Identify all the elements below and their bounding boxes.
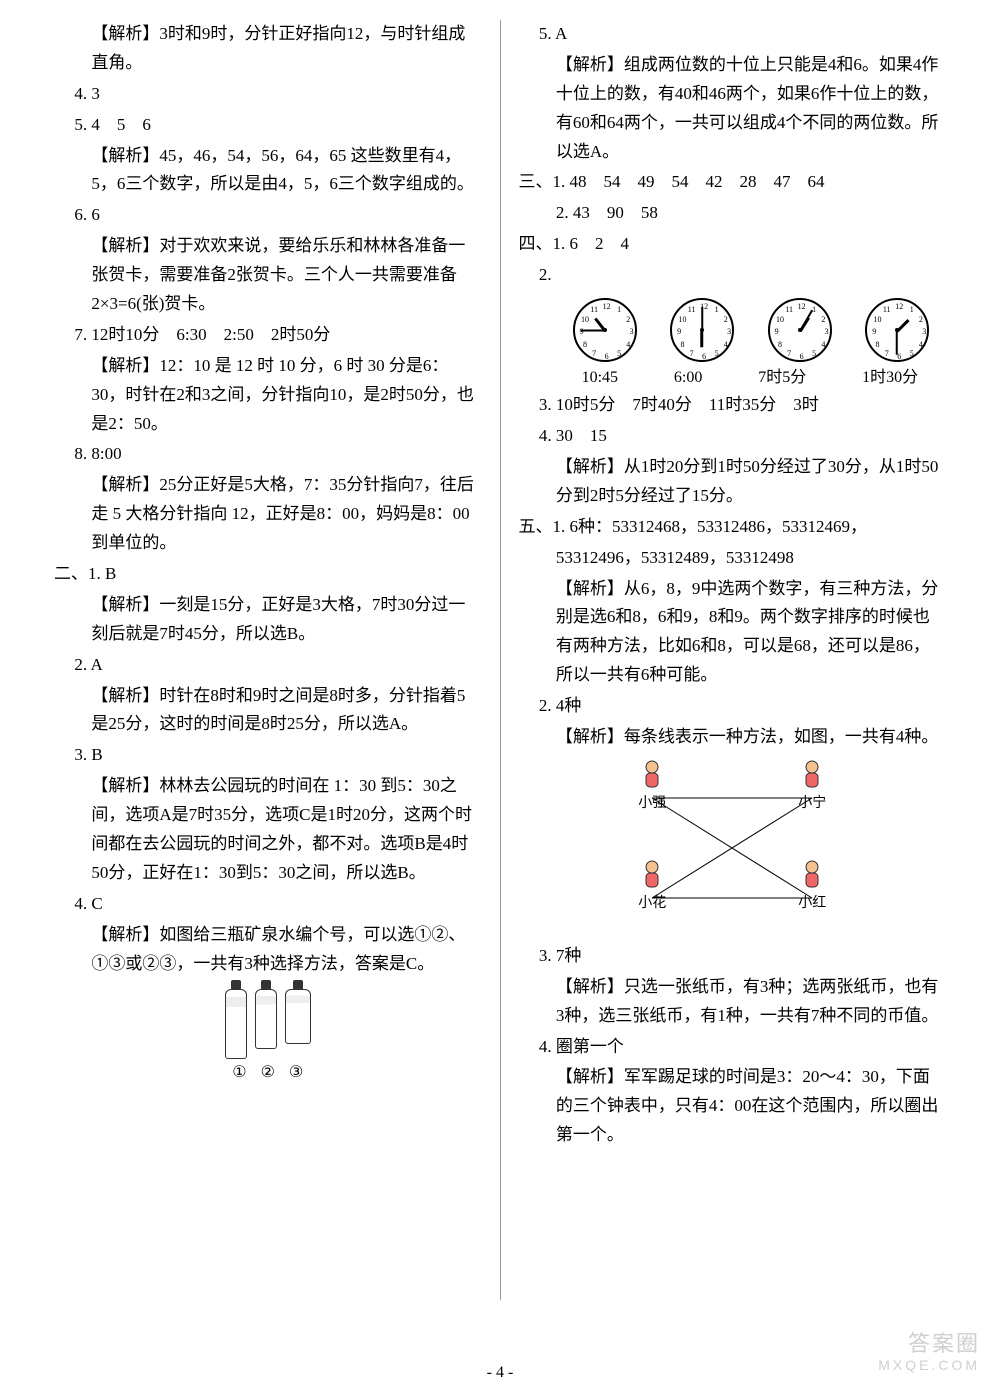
clock-icon: 123456789101112 <box>865 298 929 362</box>
analysis-text: 【解析】军军踢足球的时间是3：20～4：30，下面的三个钟表中，只有4：00在这… <box>519 1063 947 1150</box>
clock-icon: 123456789101112 <box>573 298 637 362</box>
kids-diagram: 小强 小宁小花 小红 <box>602 758 862 938</box>
analysis-text: 【解析】45，46，54，56，64，65 这些数里有4，5，6三个数字，所以是… <box>54 142 482 200</box>
kid-label: 小红 <box>792 892 832 916</box>
kid-figure: 小宁 <box>792 758 832 816</box>
bottle-label: ③ <box>289 1059 303 1086</box>
watermark: 答案圈 MXQE.COM <box>878 1331 980 1374</box>
analysis-text: 【解析】如图给三瓶矿泉水编个号，可以选①②、①③或②③，一共有3种选择方法，答案… <box>54 921 482 979</box>
answer-line: 5. 4 5 6 <box>54 111 482 140</box>
analysis-text: 【解析】每条线表示一种方法，如图，一共有4种。 <box>519 723 947 752</box>
answer-line: 5. A <box>519 20 947 49</box>
analysis-text: 【解析】组成两位数的十位上只能是4和6。如果4作十位上的数，有40和46两个，如… <box>519 51 947 167</box>
bottle-icon <box>225 989 247 1059</box>
watermark-line2: MXQE.COM <box>878 1357 980 1374</box>
analysis-text: 【解析】一刻是15分，正好是3大格，7时30分过一刻后就是7时45分，所以选B。 <box>54 591 482 649</box>
bottle-label: ① <box>232 1059 246 1086</box>
continuation-text: 53312496，53312489，53312498 <box>519 544 947 573</box>
continuation-text: 2. 43 90 58 <box>519 199 947 228</box>
analysis-text: 【解析】从1时20分到1时50分经过了30分，从1时50分到2时5分经过了15分… <box>519 453 947 511</box>
answer-line: 7. 12时10分 6:30 2:50 2时50分 <box>54 321 482 350</box>
answer-line: 4. 圈第一个 <box>519 1033 947 1062</box>
bottles-figure <box>54 981 482 1059</box>
kid-label: 小花 <box>632 892 672 916</box>
clock-labels: 10:45 6:00 7时5分 1时30分 <box>519 364 947 391</box>
clock-label: 7时5分 <box>758 364 806 391</box>
analysis-text: 【解析】25分正好是5大格，7：35分针指向7，往后走 5 大格分针指向 12，… <box>54 471 482 558</box>
answer-line: 3. 7种 <box>519 942 947 971</box>
clock-icon: 123456789101112 <box>768 298 832 362</box>
kid-figure: 小红 <box>792 858 832 916</box>
bottle-icon <box>285 989 311 1044</box>
answer-line: 3. 10时5分 7时40分 11时35分 3时 <box>519 391 947 420</box>
analysis-text: 【解析】12：10 是 12 时 10 分，6 时 30 分是6：30，时针在2… <box>54 352 482 439</box>
analysis-text: 【解析】3时和9时，分针正好指向12，与时针组成直角。 <box>54 20 482 78</box>
clock-label: 6:00 <box>674 364 702 391</box>
answer-line: 4. 30 15 <box>519 422 947 451</box>
left-column: 【解析】3时和9时，分针正好指向12，与时针组成直角。4. 35. 4 5 6【… <box>40 20 496 1300</box>
answer-line: 二、1. B <box>54 560 482 589</box>
bottle-label: ② <box>261 1059 275 1086</box>
answer-line: 五、1. 6种：53312468，53312486，53312469， <box>519 513 947 542</box>
column-divider <box>500 20 501 1300</box>
answer-line: 4. 3 <box>54 80 482 109</box>
analysis-text: 【解析】时针在8时和9时之间是8时多，分针指着5是25分，这时的时间是8时25分… <box>54 682 482 740</box>
watermark-line1: 答案圈 <box>878 1331 980 1357</box>
answer-line: 2. 4种 <box>519 692 947 721</box>
answer-line: 4. C <box>54 890 482 919</box>
answer-line: 2. <box>519 261 947 290</box>
bottle-labels: ①②③ <box>54 1059 482 1086</box>
page-number: - 4 - <box>0 1359 1000 1386</box>
page: 【解析】3时和9时，分针正好指向12，与时针组成直角。4. 35. 4 5 6【… <box>0 0 1000 1340</box>
right-column: 5. A【解析】组成两位数的十位上只能是4和6。如果4作十位上的数，有40和46… <box>505 20 961 1300</box>
answer-line: 8. 8:00 <box>54 440 482 469</box>
kid-figure: 小强 <box>632 758 672 816</box>
answer-line: 6. 6 <box>54 201 482 230</box>
kid-label: 小强 <box>632 792 672 816</box>
kid-figure: 小花 <box>632 858 672 916</box>
analysis-text: 【解析】只选一张纸币，有3种；选两张纸币，也有3种，选三张纸币，有1种，一共有7… <box>519 973 947 1031</box>
clock-icon: 123456789101112 <box>670 298 734 362</box>
answer-line: 四、1. 6 2 4 <box>519 230 947 259</box>
answer-line: 三、1. 48 54 49 54 42 28 47 64 <box>519 168 947 197</box>
answer-line: 3. B <box>54 741 482 770</box>
clock-label: 10:45 <box>582 364 618 391</box>
clocks-row: 123456789101112 123456789101112 1234567891… <box>519 292 947 364</box>
analysis-text: 【解析】从6，8，9中选两个数字，有三种方法，分别是选6和8，6和9，8和9。两… <box>519 575 947 691</box>
clock-label: 1时30分 <box>862 364 918 391</box>
answer-line: 2. A <box>54 651 482 680</box>
bottle-icon <box>255 989 277 1049</box>
analysis-text: 【解析】对于欢欢来说，要给乐乐和林林各准备一张贺卡，需要准备2张贺卡。三个人一共… <box>54 232 482 319</box>
kid-label: 小宁 <box>792 792 832 816</box>
analysis-text: 【解析】林林去公园玩的时间在 1：30 到5：30之间，选项A是7时35分，选项… <box>54 772 482 888</box>
